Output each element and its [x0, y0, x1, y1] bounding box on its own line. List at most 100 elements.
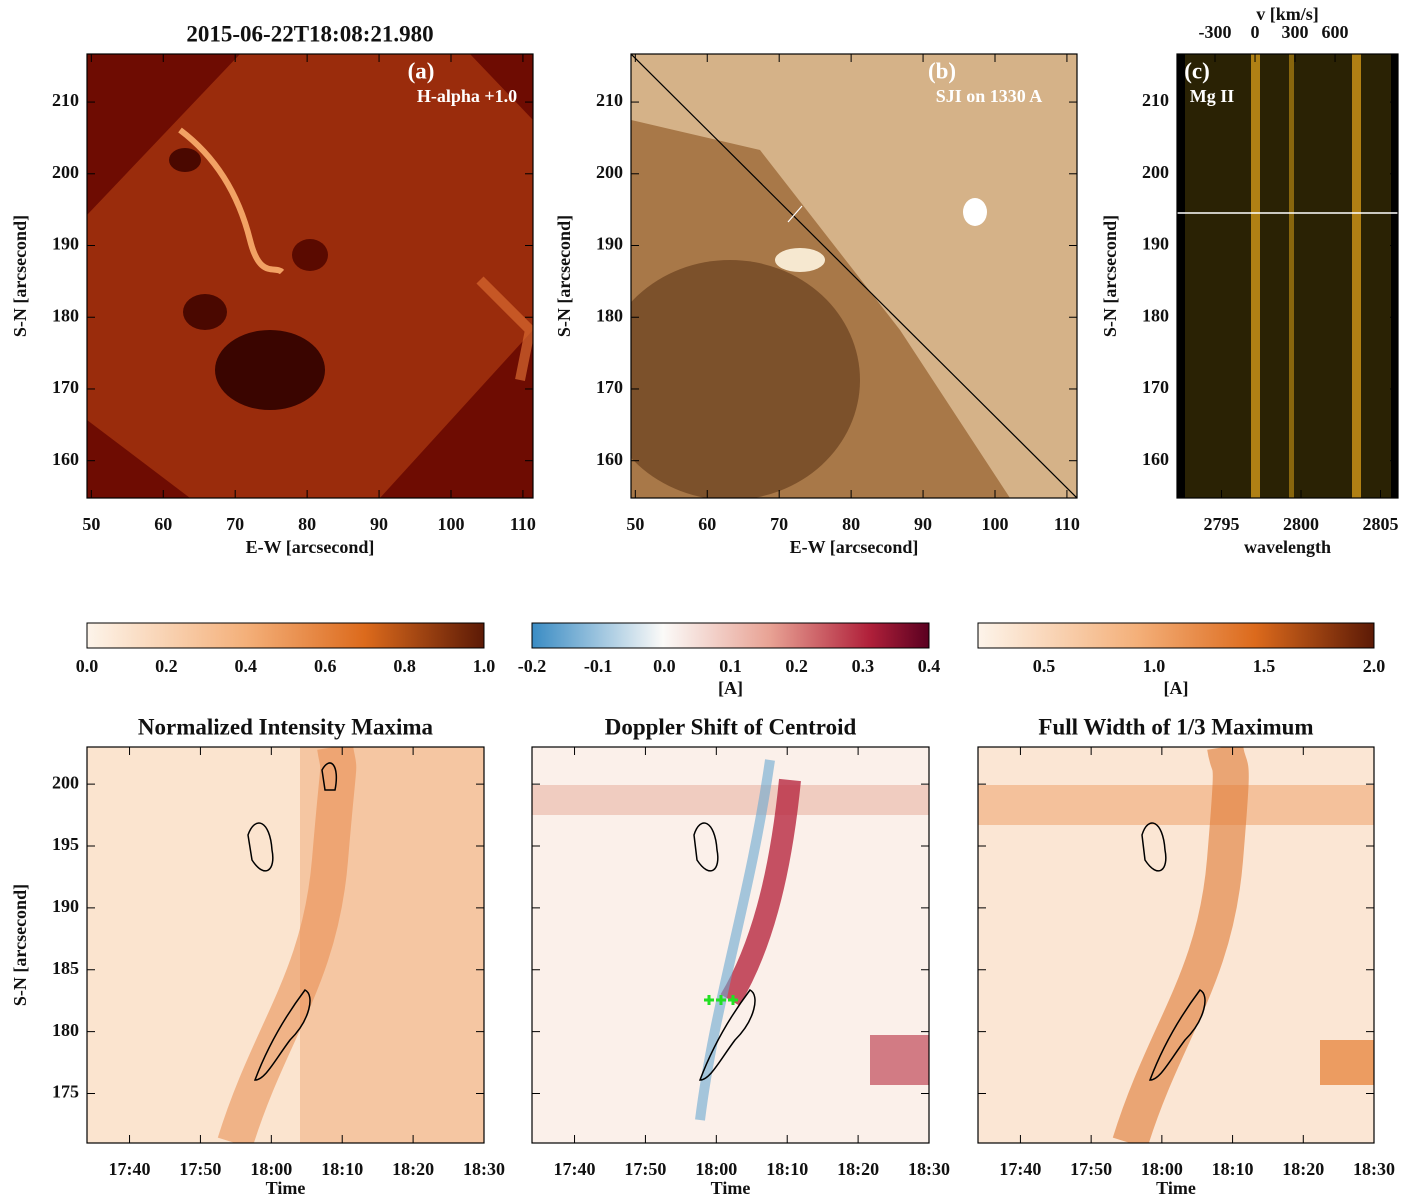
y-tick-label: 210 [596, 90, 623, 110]
colorbar-tick-label: 0.4 [918, 656, 941, 676]
colorbar-tick-label: 0.2 [155, 656, 178, 676]
colorbar-tick-label: 0.6 [314, 656, 337, 676]
y-tick-label: 200 [52, 162, 79, 182]
panel-label: (c) [1184, 58, 1210, 83]
x-axis-label: E-W [arcsecond] [246, 537, 375, 557]
colorbar-tick-label: -0.2 [518, 656, 547, 676]
x-tick-label: 18:10 [1212, 1159, 1254, 1179]
y-tick-label: 210 [52, 90, 79, 110]
y-tick-label: 190 [596, 234, 623, 254]
y-axis-label: S-N [arcsecond] [554, 215, 574, 337]
panel-title: 2015-06-22T18:08:21.980 [186, 21, 433, 46]
x-tick-label: 100 [437, 514, 464, 534]
x-tick-label: 70 [226, 514, 244, 534]
panel-title: Doppler Shift of Centroid [605, 714, 857, 739]
x-tick-label: 2805 [1363, 514, 1399, 534]
y-tick-label: 160 [52, 449, 79, 469]
colorbar-tick-label: 0.1 [719, 656, 742, 676]
x-tick-label: 50 [626, 514, 644, 534]
y-tick-label: 190 [52, 896, 79, 916]
x2-axis-label: v [km/s] [1256, 4, 1319, 24]
x-tick-label: 50 [82, 514, 100, 534]
x-tick-label: 18:00 [695, 1159, 737, 1179]
x-tick-label: 100 [981, 514, 1008, 534]
y-tick-label: 180 [1142, 305, 1169, 325]
y-tick-label: 210 [1142, 90, 1169, 110]
x-tick-label: 80 [842, 514, 860, 534]
x2-tick-label: -300 [1199, 22, 1232, 42]
x-tick-label: 17:50 [179, 1159, 221, 1179]
x2-tick-label: 0 [1251, 22, 1260, 42]
y-tick-label: 170 [596, 377, 623, 397]
axes-frame [977, 746, 1375, 1144]
x2-tick-label: 300 [1282, 22, 1309, 42]
x-tick-label: 18:30 [908, 1159, 950, 1179]
x-tick-label: 18:00 [1141, 1159, 1183, 1179]
y-tick-label: 200 [596, 162, 623, 182]
y-tick-label: 185 [52, 958, 79, 978]
x-tick-label: 2800 [1283, 514, 1319, 534]
y-tick-label: 180 [52, 305, 79, 325]
y-tick-label: 190 [52, 234, 79, 254]
x-tick-label: 18:20 [1282, 1159, 1324, 1179]
x-tick-label: 18:10 [321, 1159, 363, 1179]
y-axis-label: S-N [arcsecond] [10, 884, 30, 1006]
x-axis-label: Time [711, 1178, 751, 1198]
x-tick-label: 90 [370, 514, 388, 534]
axes-frame [630, 53, 1078, 499]
x-tick-label: 18:30 [1353, 1159, 1395, 1179]
colorbar-label: [A] [718, 678, 743, 698]
x-tick-label: 2795 [1204, 514, 1240, 534]
x-tick-label: 17:50 [624, 1159, 666, 1179]
y-tick-label: 180 [52, 1020, 79, 1040]
colorbar-tick-label: 0.8 [393, 656, 416, 676]
colorbar-tick-label: 0.2 [785, 656, 808, 676]
axes-frame [86, 53, 534, 499]
x-tick-label: 110 [510, 514, 536, 534]
y-tick-label: 160 [1142, 449, 1169, 469]
panel-label: (b) [928, 58, 956, 83]
colorbar-tick-label: 0.3 [852, 656, 875, 676]
colorbar-tick-label: 1.5 [1253, 656, 1276, 676]
y-tick-label: 195 [52, 834, 79, 854]
axes-frame [531, 746, 930, 1144]
colorbar-tick-label: 0.4 [235, 656, 258, 676]
x-tick-label: 110 [1054, 514, 1080, 534]
axes-frame [86, 746, 485, 1144]
width-map [978, 747, 1374, 1143]
y-tick-label: 160 [596, 449, 623, 469]
y-axis-label: S-N [arcsecond] [1100, 215, 1120, 337]
colorbar [977, 622, 1375, 649]
colorbar-tick-label: 1.0 [1143, 656, 1166, 676]
y-tick-label: 200 [52, 772, 79, 792]
y-tick-label: 170 [52, 377, 79, 397]
y-axis-label: S-N [arcsecond] [10, 215, 30, 337]
panel-annotation: Mg II [1190, 86, 1235, 106]
intensity-map [87, 747, 484, 1143]
x-tick-label: 17:40 [109, 1159, 151, 1179]
x-tick-label: 18:00 [250, 1159, 292, 1179]
x-axis-label: Time [1156, 1178, 1196, 1198]
colorbar-tick-label: 0.0 [653, 656, 676, 676]
panel-annotation: H-alpha +1.0 [417, 86, 517, 106]
panel-title: Normalized Intensity Maxima [138, 714, 434, 739]
y-tick-label: 180 [596, 305, 623, 325]
panel-annotation: SJI on 1330 A [936, 86, 1043, 106]
x-tick-label: 80 [298, 514, 316, 534]
x-tick-label: 18:20 [392, 1159, 434, 1179]
colorbar-label: [A] [1164, 678, 1189, 698]
colorbar-tick-label: 1.0 [473, 656, 496, 676]
x-tick-label: 18:10 [766, 1159, 808, 1179]
colorbar-tick-label: 2.0 [1363, 656, 1386, 676]
x-tick-label: 90 [914, 514, 932, 534]
halpha-image [87, 54, 533, 498]
x-axis-label: wavelength [1244, 537, 1331, 557]
colorbar [531, 622, 930, 649]
doppler-map [532, 747, 929, 1143]
x-tick-label: 60 [698, 514, 716, 534]
panel-label: (a) [408, 58, 435, 83]
mgii-spectrum [1177, 54, 1398, 498]
colorbar-tick-label: 0.0 [76, 656, 99, 676]
x2-tick-label: 600 [1322, 22, 1349, 42]
